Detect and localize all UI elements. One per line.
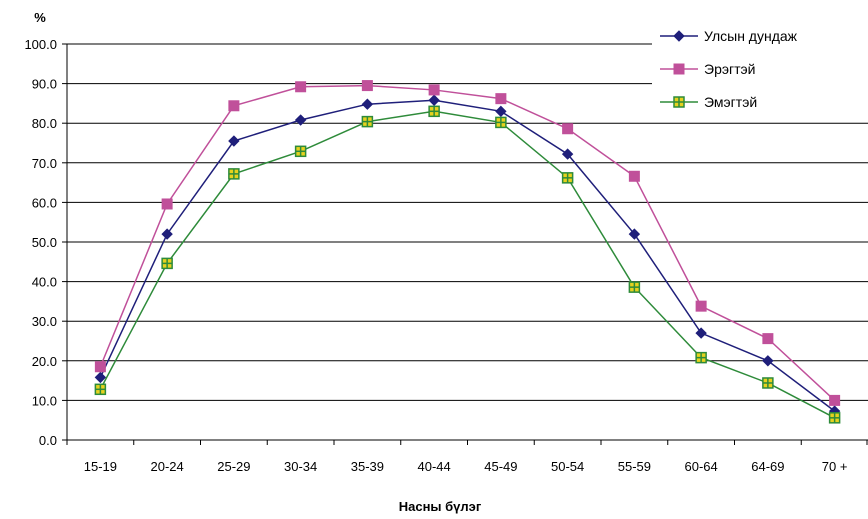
data-point: [228, 100, 240, 112]
data-point: [495, 116, 507, 129]
data-point: [228, 135, 240, 147]
legend-marker: [673, 63, 685, 75]
series-2: [94, 80, 841, 406]
y-tick-label: 90.0: [32, 77, 57, 92]
y-tick-label: 80.0: [32, 116, 57, 131]
data-point: [762, 355, 774, 367]
data-point: [628, 170, 640, 182]
x-tick-label: 25-29: [217, 459, 250, 474]
y-tick-label: 100.0: [24, 37, 57, 52]
data-point: [561, 172, 574, 184]
legend-label: Эрэгтэй: [704, 61, 755, 77]
series-line: [99, 110, 835, 419]
data-point: [695, 351, 707, 364]
series-line: [99, 99, 836, 412]
data-point: [94, 361, 106, 373]
data-point: [428, 84, 440, 96]
data-point: [228, 168, 240, 180]
x-tick-label: 35-39: [351, 459, 384, 474]
data-point: [361, 98, 374, 110]
data-point: [428, 105, 440, 118]
y-tick-label: 30.0: [32, 314, 57, 329]
data-point: [161, 198, 173, 210]
data-point: [428, 94, 440, 106]
x-tick-label: 40-44: [418, 459, 451, 474]
series-lines: [94, 80, 841, 424]
data-point: [94, 371, 107, 384]
y-tick-label: 50.0: [32, 235, 57, 250]
y-tick-label: 10.0: [32, 393, 57, 408]
data-point: [294, 145, 307, 158]
x-tick-label: 30-34: [284, 459, 317, 474]
x-axis: 15-19 20-24 25-29 30-34 35-39 40-44 45-49 50-54…: [66, 439, 868, 474]
data-point: [695, 300, 707, 312]
x-tick-label: 60-64: [685, 459, 718, 474]
data-point: [495, 93, 507, 105]
series-3: [94, 105, 841, 424]
data-point: [628, 281, 641, 293]
data-point: [361, 115, 374, 128]
x-tick-label: 45-49: [484, 459, 517, 474]
series-line: [99, 84, 836, 401]
data-point: [94, 383, 107, 396]
y-axis-ticks: 0.0 10.0 20.0 30.0 40.0 50.0 60.0 70.0 80.0 90.0 1…: [24, 37, 68, 448]
x-tick-label: 50-54: [551, 459, 584, 474]
data-point: [628, 228, 641, 240]
legend-item: Эмэгтэй: [660, 94, 757, 110]
legend-item: Эрэгтэй: [660, 61, 755, 77]
legend-item: Улсын дундаж: [660, 28, 798, 44]
x-tick-label: 64-69: [751, 459, 784, 474]
data-point: [562, 123, 574, 135]
data-point: [295, 81, 307, 93]
legend-label: Эмэгтэй: [704, 94, 757, 110]
data-point: [495, 105, 507, 118]
legend-label: Улсын дундаж: [704, 28, 798, 44]
legend: Улсын дундаж Эрэгтэй Эмэгтэй: [652, 16, 868, 120]
data-point: [762, 333, 774, 345]
data-point: [762, 377, 774, 389]
data-point: [161, 228, 173, 240]
legend-marker: [673, 96, 685, 108]
data-point: [294, 114, 307, 126]
x-tick-label: 55-59: [618, 459, 651, 474]
data-point: [829, 394, 841, 406]
y-axis-unit-label: %: [34, 10, 46, 25]
data-point: [828, 412, 841, 424]
y-tick-label: 60.0: [32, 195, 57, 210]
x-axis-title: Насны бүлэг: [399, 499, 482, 514]
x-tick-label: 20-24: [151, 459, 184, 474]
data-point: [561, 148, 574, 160]
y-tick-label: 20.0: [32, 354, 57, 369]
data-point: [361, 80, 373, 92]
x-tick-label: 70 +: [822, 459, 848, 474]
y-tick-label: 0.0: [39, 433, 57, 448]
data-point: [161, 257, 173, 270]
legend-marker: [673, 30, 685, 42]
y-tick-label: 40.0: [32, 275, 57, 290]
x-tick-label: 15-19: [84, 459, 117, 474]
y-tick-label: 70.0: [32, 156, 57, 171]
data-point: [695, 327, 707, 339]
series-1: [94, 94, 841, 417]
